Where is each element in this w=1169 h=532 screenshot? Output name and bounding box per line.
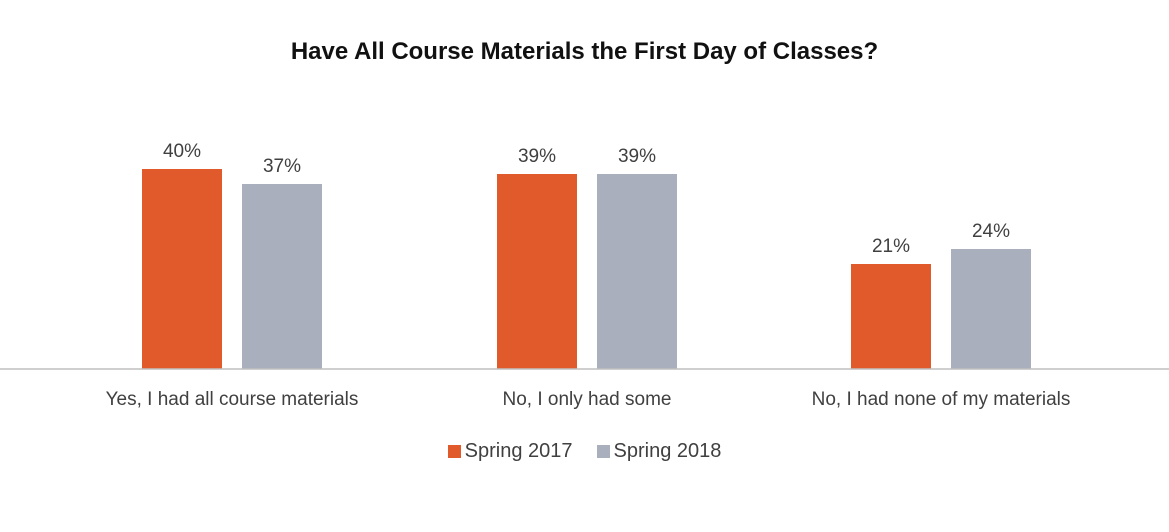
category-label: No, I had none of my materials — [812, 389, 1071, 410]
legend-item-spring-2018: Spring 2018 — [596, 440, 722, 463]
data-label: 24% — [972, 221, 1010, 242]
data-label: 39% — [618, 146, 656, 167]
data-label: 21% — [872, 236, 910, 257]
data-label: 37% — [263, 156, 301, 177]
bar-spring-2017-2 — [851, 264, 931, 369]
bar-spring-2018-1 — [597, 174, 677, 369]
bar-chart: 40% 37% Yes, I had all course materials 39%… — [0, 141, 1169, 410]
legend-item-spring-2017: Spring 2017 — [447, 440, 573, 463]
bar-spring-2018-0 — [242, 184, 322, 369]
data-label: 39% — [518, 146, 556, 167]
bars-layer — [142, 169, 1031, 369]
legend-label: Spring 2018 — [613, 440, 722, 462]
category-label: Yes, I had all course materials — [106, 389, 359, 410]
bar-spring-2018-2 — [951, 249, 1031, 369]
bar-spring-2017-0 — [142, 169, 222, 369]
category-label: No, I only had some — [503, 389, 672, 410]
legend-swatch — [596, 445, 610, 458]
legend: Spring 2017 Spring 2018 — [0, 440, 1169, 463]
chart-title: Have All Course Materials the First Day … — [290, 38, 879, 65]
legend-label: Spring 2017 — [464, 440, 573, 462]
legend-swatch — [447, 445, 461, 458]
data-label: 40% — [163, 141, 201, 162]
labels-layer: 40% 37% Yes, I had all course materials 39%… — [106, 141, 1071, 410]
bar-spring-2017-1 — [497, 174, 577, 369]
